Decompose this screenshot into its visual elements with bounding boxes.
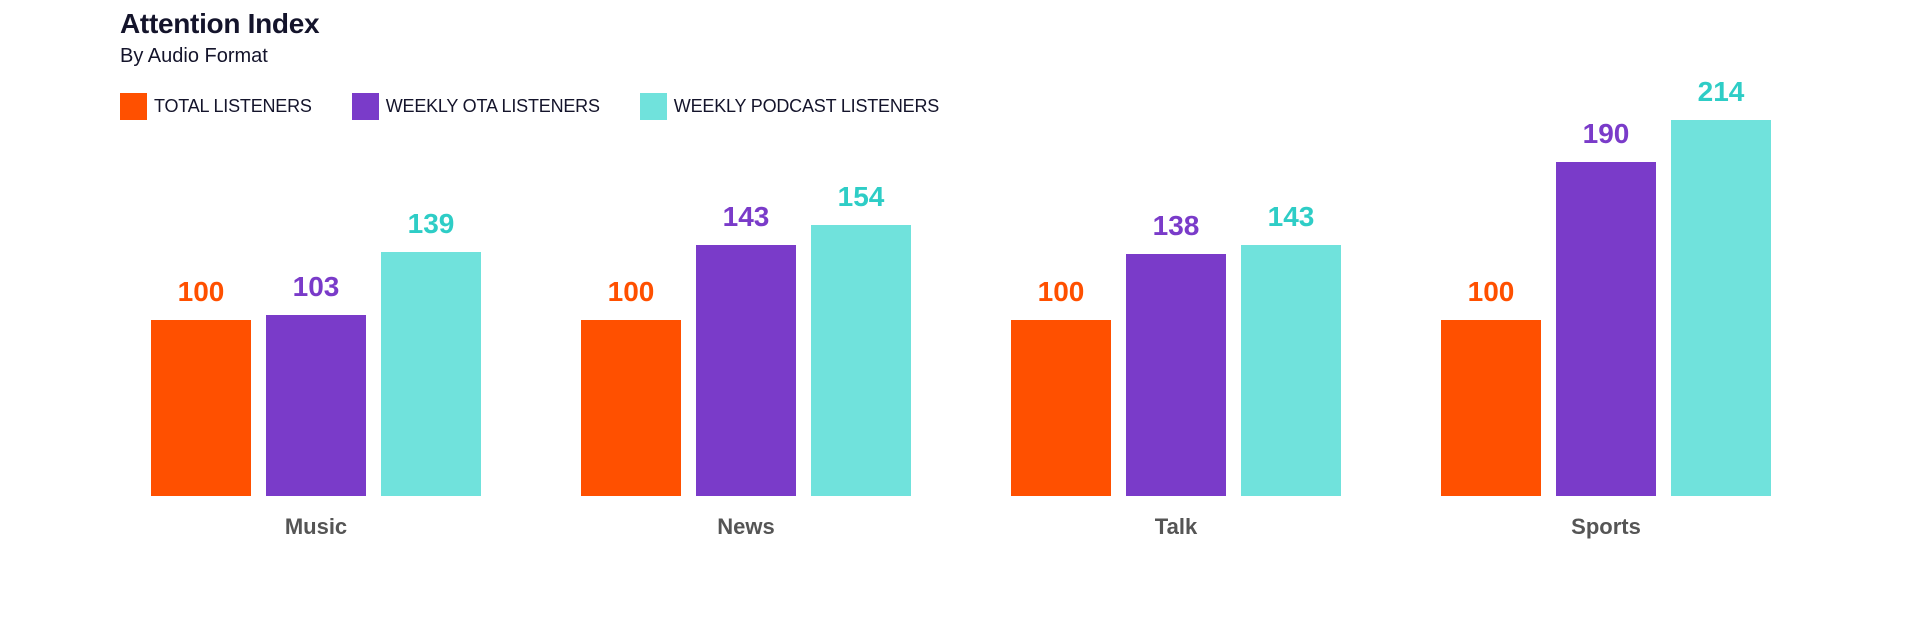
data-label-total: 100	[607, 276, 655, 307]
legend-item-weekly-ota-listeners[interactable]: WEEKLY OTA LISTENERS	[351, 93, 600, 120]
bar-total[interactable]	[151, 320, 251, 496]
data-label-podcast: 143	[1267, 201, 1315, 232]
data-label-total: 100	[1037, 276, 1085, 307]
legend-item-total-listeners[interactable]: TOTAL LISTENERS	[120, 93, 312, 120]
legend-swatch-podcast	[639, 93, 667, 120]
category-label: News	[717, 514, 775, 539]
bar-podcast[interactable]	[381, 252, 481, 496]
bar-group-news: 100 143 154 News	[581, 0, 911, 560]
bar-ota[interactable]	[1556, 162, 1656, 496]
data-label-ota: 103	[292, 271, 340, 302]
bar-total[interactable]	[1441, 320, 1541, 496]
data-label-podcast: 139	[407, 208, 455, 239]
data-label-ota: 190	[1582, 118, 1630, 149]
category-label: Sports	[1571, 514, 1641, 539]
legend: TOTAL LISTENERS WEEKLY OTA LISTENERS WEE…	[120, 93, 979, 120]
chart-subtitle: By Audio Format	[120, 45, 268, 67]
bar-total[interactable]	[1011, 320, 1111, 496]
bar-group-music: 100 103 139 Music	[151, 0, 481, 560]
data-label-total: 100	[177, 276, 225, 307]
legend-label: WEEKLY PODCAST LISTENERS	[673, 96, 940, 116]
bar-podcast[interactable]	[811, 225, 911, 496]
legend-label: TOTAL LISTENERS	[154, 96, 312, 116]
category-label: Music	[284, 514, 348, 539]
bar-group-talk: 100 138 143 Talk	[1011, 0, 1341, 560]
bar-total[interactable]	[581, 320, 681, 496]
data-label-ota: 138	[1152, 210, 1200, 241]
legend-item-weekly-podcast-listeners[interactable]: WEEKLY PODCAST LISTENERS	[639, 93, 940, 120]
legend-label: WEEKLY OTA LISTENERS	[385, 96, 600, 116]
bar-ota[interactable]	[696, 245, 796, 496]
legend-swatch-ota	[351, 93, 379, 120]
bar-podcast[interactable]	[1241, 245, 1341, 496]
data-label-podcast: 154	[837, 181, 885, 212]
data-label-total: 100	[1467, 276, 1515, 307]
legend-swatch-total	[120, 93, 147, 120]
bar-ota[interactable]	[1126, 254, 1226, 496]
bar-podcast[interactable]	[1671, 120, 1771, 496]
bar-ota[interactable]	[266, 315, 366, 496]
bar-group-sports: 100 190 214 Sports	[1441, 0, 1771, 560]
category-label: Talk	[1154, 514, 1198, 539]
chart-title: Attention Index	[120, 8, 320, 39]
data-label-ota: 143	[722, 201, 770, 232]
data-label-podcast: 214	[1697, 76, 1745, 107]
